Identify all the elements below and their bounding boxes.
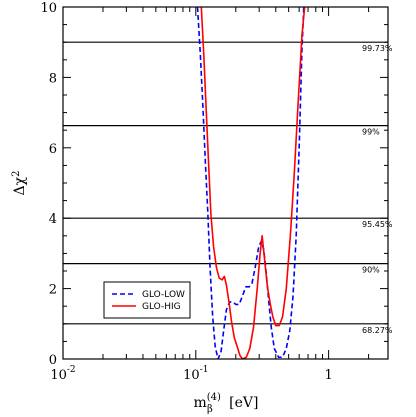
series-line-glo-low [196,7,305,359]
series-line-glo-hig [200,7,306,359]
y-axis-label-text: Δχ2 [11,171,29,196]
reference-lines: 68.27% 90% 95.45% 99% 99.73% [63,41,393,335]
xlabel-base: m [193,395,206,411]
y-tick-label: 2 [49,283,57,298]
reference-line-label: 99.73% [362,44,393,53]
xlabel-unit: [eV] [229,395,258,411]
y-axis-label: Δχ2 [11,171,29,196]
x-tick-label: 10-1 [183,365,208,383]
legend-label: GLO-HIG [142,302,181,312]
y-tick-label: 10 [40,1,57,16]
ylabel-sup: 2 [11,171,22,177]
ylabel-base: Δχ [12,176,28,195]
reference-line-label: 99% [362,128,380,137]
reference-line-label: 68.27% [362,326,393,335]
xlabel-sup: (4) [207,392,221,403]
reference-line-label: 95.45% [362,220,393,229]
axis-ticks: 0 2 4 6 8 10 10-2 10-1 1 [40,1,388,383]
y-tick-label: 0 [49,353,57,368]
xlabel-sub: β [207,404,213,415]
series-group [196,7,306,359]
reference-line-label: 90% [362,266,380,275]
legend-box [103,281,191,319]
x-tick-label: 10-2 [50,365,75,383]
x-axis-label: m(4) β [eV] [193,392,258,415]
y-tick-label: 6 [49,142,57,157]
legend: GLO-LOW GLO-HIG [103,281,191,319]
x-tick-label: 1 [324,368,332,383]
y-tick-label: 4 [49,212,57,227]
y-tick-label: 8 [49,71,57,86]
legend-label: GLO-LOW [142,290,185,300]
